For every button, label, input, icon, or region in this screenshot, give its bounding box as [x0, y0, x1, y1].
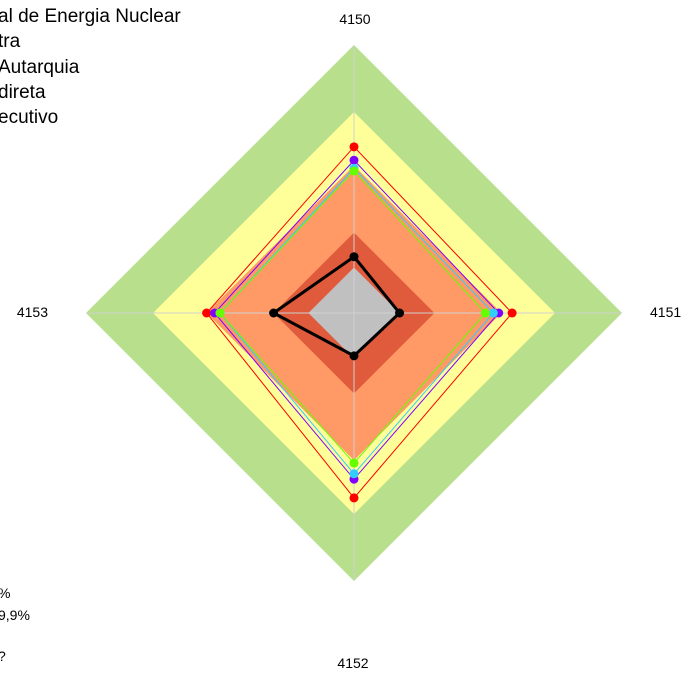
- series-point-0: [349, 142, 359, 152]
- series-point-1: [349, 155, 359, 165]
- cut-text: 9,9%: [0, 607, 30, 623]
- axis-label-4150: 4150: [339, 11, 370, 27]
- series-point-4: [395, 308, 405, 318]
- axis-label-4153: 4153: [17, 304, 48, 320]
- series-point-2: [349, 469, 359, 479]
- series-point-3: [480, 308, 490, 318]
- series-point-0: [202, 308, 212, 318]
- series-point-3: [349, 458, 359, 468]
- legend-line: direta: [0, 82, 46, 103]
- cut-text: ?: [0, 648, 6, 664]
- legend-line: al de Energia Nuclear: [0, 6, 181, 27]
- series-point-3: [349, 166, 359, 176]
- series-point-2: [488, 308, 498, 318]
- axis-label-4152: 4152: [337, 655, 368, 671]
- axis-label-4151: 4151: [650, 304, 681, 320]
- series-point-4: [269, 308, 279, 318]
- series-point-4: [349, 351, 359, 361]
- series-point-0: [507, 308, 517, 318]
- legend-line: Autarquia: [0, 57, 80, 78]
- legend-line: ecutivo: [0, 107, 59, 128]
- cut-text: %: [0, 585, 10, 601]
- series-point-3: [215, 308, 225, 318]
- series-point-4: [349, 252, 359, 262]
- series-point-0: [349, 493, 359, 503]
- legend-line: tra: [0, 31, 21, 52]
